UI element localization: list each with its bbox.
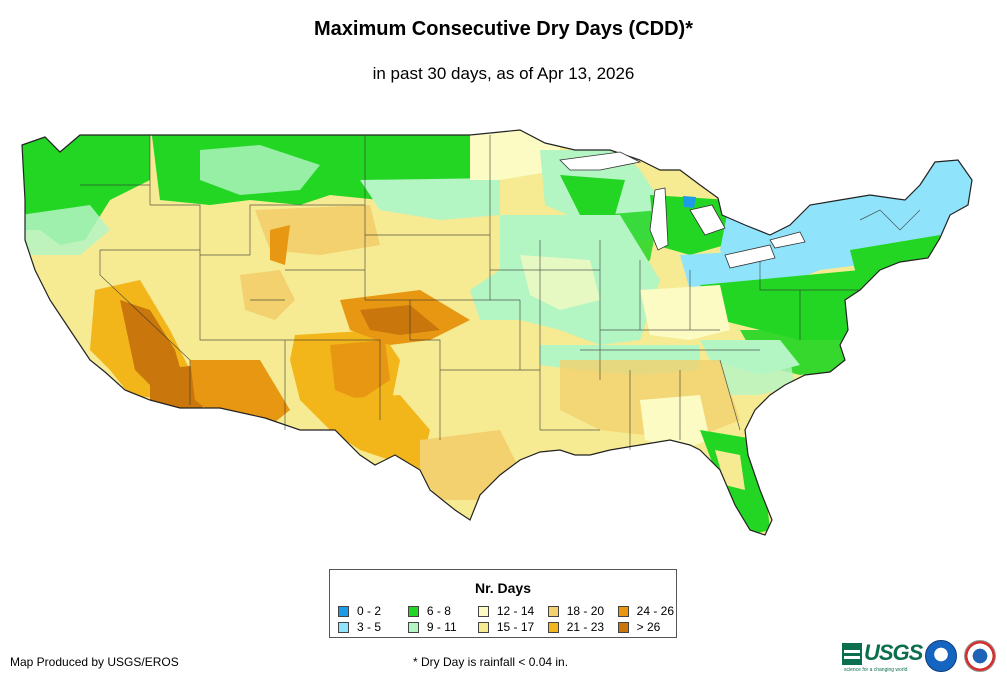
legend-item: 15 - 17 bbox=[477, 619, 546, 635]
legend-item: > 26 bbox=[617, 619, 674, 635]
legend-label: 21 - 23 bbox=[566, 620, 605, 634]
legend-item: 21 - 23 bbox=[547, 619, 616, 635]
legend-swatch bbox=[407, 605, 419, 617]
legend-label: 18 - 20 bbox=[566, 604, 605, 618]
legend-items: 0 - 2 3 - 5 6 - 8 9 - 11 12 - 14 15 - 17 18 - … bbox=[338, 603, 674, 635]
legend-swatch bbox=[477, 621, 489, 633]
legend-swatch bbox=[617, 621, 629, 633]
producer-credit: Map Produced by USGS/EROS bbox=[10, 655, 179, 669]
legend-swatch bbox=[477, 605, 489, 617]
legend-swatch bbox=[407, 621, 419, 633]
legend-label: > 26 bbox=[636, 620, 661, 634]
legend-label: 15 - 17 bbox=[496, 620, 535, 634]
legend-label: 3 - 5 bbox=[357, 620, 382, 634]
legend-item: 12 - 14 bbox=[477, 603, 546, 619]
legend-label: 0 - 2 bbox=[357, 604, 382, 618]
cdd-zones bbox=[22, 130, 972, 535]
agency-logos: USGS science for a changing world bbox=[842, 637, 1002, 677]
legend-item: 24 - 26 bbox=[617, 603, 674, 619]
legend-label: 12 - 14 bbox=[496, 604, 535, 618]
legend-swatch bbox=[547, 621, 559, 633]
legend-item: 3 - 5 bbox=[338, 619, 406, 635]
legend-item: 9 - 11 bbox=[407, 619, 476, 635]
legend-swatch bbox=[338, 621, 349, 633]
noaa-logo-icon bbox=[925, 640, 957, 672]
legend-label: 6 - 8 bbox=[426, 604, 451, 618]
map-subtitle: in past 30 days, as of Apr 13, 2026 bbox=[372, 64, 635, 83]
nws-logo-icon bbox=[964, 640, 996, 672]
legend-label: 24 - 26 bbox=[636, 604, 674, 618]
legend-item: 18 - 20 bbox=[547, 603, 616, 619]
great-lakes bbox=[559, 151, 806, 269]
legend-label: 9 - 11 bbox=[426, 620, 457, 634]
dry-day-footnote: * Dry Day is rainfall < 0.04 in. bbox=[413, 655, 569, 669]
usgs-logo-text: USGS bbox=[864, 640, 923, 665]
usgs-tagline: science for a changing world bbox=[844, 667, 908, 673]
map-title: Maximum Consecutive Dry Days (CDD)* bbox=[314, 18, 693, 40]
legend-swatch bbox=[547, 605, 559, 617]
legend-item: 6 - 8 bbox=[407, 603, 476, 619]
legend: Nr. Days 0 - 2 3 - 5 6 - 8 9 - 11 12 - 14 15 … bbox=[329, 569, 677, 638]
legend-item: 0 - 2 bbox=[338, 603, 406, 619]
legend-swatch bbox=[338, 605, 349, 617]
legend-swatch bbox=[617, 605, 629, 617]
legend-title: Nr. Days bbox=[474, 580, 532, 596]
state-boundaries bbox=[80, 135, 921, 450]
usgs-wave-icon bbox=[842, 643, 862, 665]
